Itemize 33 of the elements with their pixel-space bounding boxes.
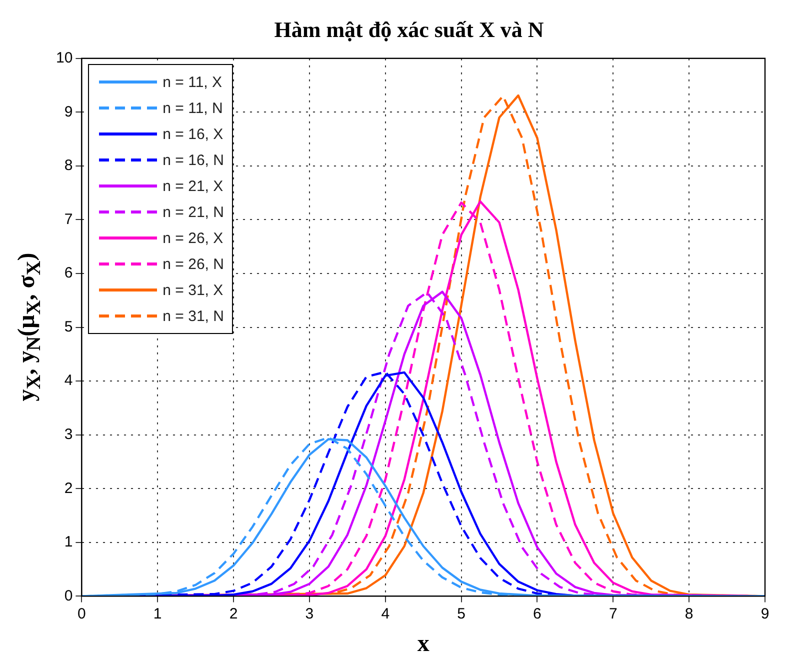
- legend-label: n = 11, X: [162, 74, 222, 91]
- x-tick-label: 3: [305, 605, 314, 622]
- x-tick-label: 1: [153, 605, 162, 622]
- y-tick-label: 8: [64, 157, 73, 174]
- legend-label: n = 16, N: [162, 152, 224, 169]
- x-axis-title: x: [417, 630, 430, 657]
- y-tick-label: 2: [64, 480, 73, 497]
- x-tick-label: 8: [684, 605, 694, 622]
- chart-title: Hàm mật độ xác suất X và N: [274, 16, 544, 42]
- x-tick-label: 0: [78, 605, 86, 622]
- legend-label: n = 21, X: [162, 178, 224, 195]
- y-tick-label: 10: [56, 50, 73, 67]
- x-tick-label: 7: [608, 605, 618, 622]
- legend-label: n = 26, N: [162, 256, 224, 273]
- x-tick-label: 9: [760, 605, 770, 622]
- y-tick-label: 9: [64, 103, 73, 120]
- x-tick-label: 5: [457, 605, 466, 622]
- legend-label: n = 31, N: [162, 308, 224, 325]
- y-tick-label: 0: [64, 587, 73, 604]
- y-tick-label: 7: [64, 210, 73, 228]
- x-tick-label: 6: [533, 605, 542, 622]
- y-tick-label: 3: [64, 426, 73, 443]
- y-tick-label: 6: [64, 264, 73, 282]
- legend-label: n = 31, X: [162, 282, 224, 299]
- x-tick-label: 4: [381, 605, 390, 622]
- x-tick-label: 2: [229, 605, 238, 622]
- legend-label: n = 21, N: [162, 204, 224, 221]
- legend-label: n = 11, N: [162, 100, 223, 117]
- y-tick-label: 4: [64, 372, 73, 390]
- legend-label: n = 16, X: [162, 126, 224, 143]
- y-tick-label: 1: [64, 534, 73, 551]
- legend-label: n = 26, X: [162, 230, 224, 247]
- y-tick-label: 5: [64, 318, 73, 336]
